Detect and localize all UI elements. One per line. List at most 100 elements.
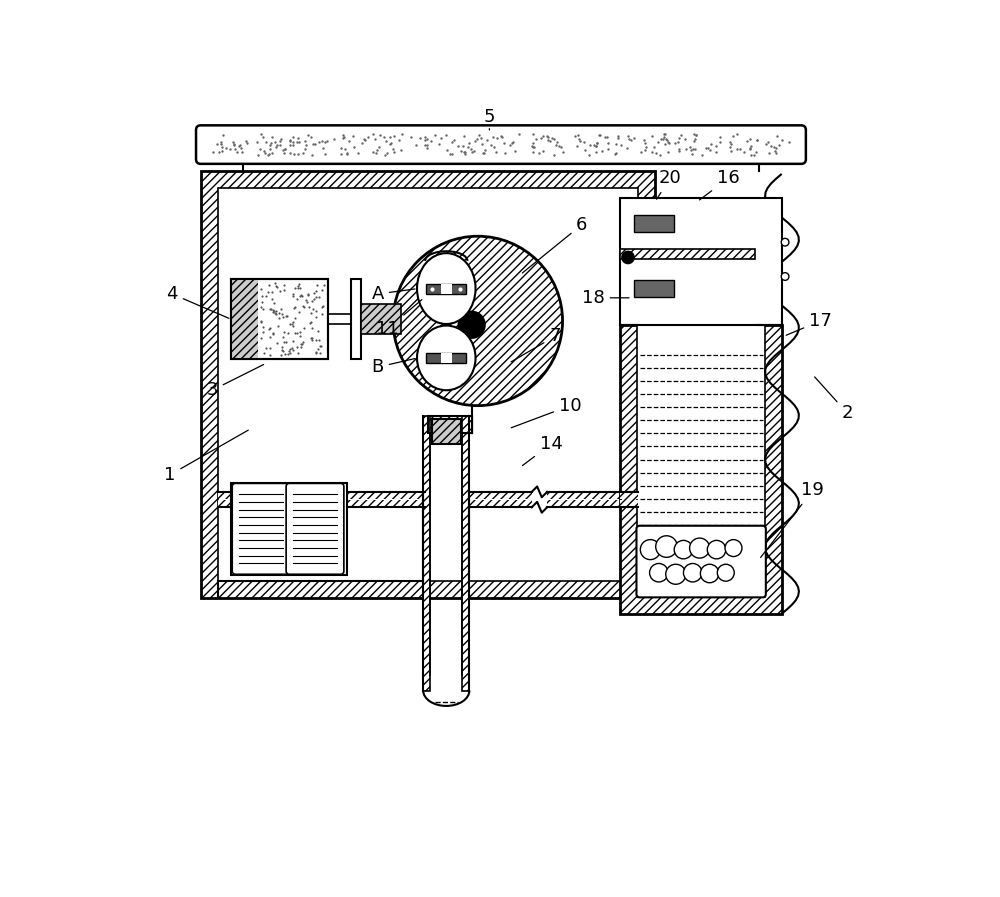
Point	[369, 143, 385, 157]
Point	[551, 139, 567, 153]
Point	[444, 135, 460, 149]
Point	[214, 144, 230, 158]
Point	[379, 146, 395, 161]
Point	[309, 278, 325, 292]
Point	[382, 130, 398, 144]
Point	[688, 128, 704, 143]
Circle shape	[656, 536, 677, 557]
Point	[294, 290, 310, 304]
Text: 19: 19	[761, 482, 824, 557]
Point	[262, 341, 278, 355]
Point	[267, 135, 283, 150]
Point	[621, 132, 637, 146]
Point	[736, 145, 752, 160]
Point	[287, 310, 303, 325]
Point	[275, 310, 291, 325]
Point	[781, 135, 797, 150]
Point	[253, 127, 269, 142]
Point	[439, 143, 455, 157]
Point	[678, 142, 694, 156]
Point	[272, 283, 288, 298]
Point	[356, 131, 372, 145]
Point	[638, 139, 654, 153]
Bar	[361, 303, 401, 335]
Point	[377, 148, 393, 162]
Point	[226, 136, 242, 151]
Point	[763, 139, 779, 153]
Bar	[231, 279, 328, 360]
Circle shape	[781, 273, 789, 281]
Point	[268, 279, 284, 293]
Point	[417, 130, 433, 144]
Point	[505, 135, 521, 150]
Point	[670, 135, 686, 149]
Point	[269, 138, 285, 152]
Point	[742, 142, 758, 156]
Point	[497, 145, 513, 160]
Point	[493, 128, 509, 143]
Point	[276, 146, 292, 161]
Point	[457, 147, 473, 161]
Point	[314, 135, 330, 149]
Circle shape	[725, 540, 742, 556]
Point	[333, 146, 349, 161]
Point	[687, 142, 703, 156]
Point	[311, 290, 327, 304]
Circle shape	[717, 564, 734, 581]
Point	[357, 133, 373, 147]
Point	[292, 281, 308, 295]
Point	[613, 138, 629, 152]
Text: 1: 1	[164, 430, 248, 483]
Point	[700, 140, 716, 154]
Point	[282, 318, 298, 332]
Point	[471, 127, 487, 142]
Point	[258, 341, 274, 355]
Text: 17: 17	[786, 312, 832, 335]
Point	[269, 335, 285, 350]
Point	[275, 330, 291, 344]
Point	[453, 144, 469, 158]
Point	[252, 142, 268, 156]
Point	[525, 126, 541, 141]
Point	[279, 309, 295, 323]
Point	[433, 130, 449, 144]
Point	[386, 128, 402, 143]
Text: 5: 5	[484, 108, 495, 130]
Point	[511, 126, 527, 141]
Point	[270, 318, 286, 333]
Text: 11: 11	[376, 300, 422, 337]
Point	[438, 128, 454, 143]
Point	[307, 136, 323, 151]
Text: 6: 6	[522, 215, 587, 273]
Point	[285, 135, 301, 149]
FancyBboxPatch shape	[636, 526, 766, 597]
Point	[314, 283, 330, 297]
Point	[268, 140, 284, 154]
Point	[768, 146, 784, 161]
Point	[688, 127, 704, 142]
Point	[267, 276, 283, 291]
Point	[535, 128, 551, 143]
Point	[254, 295, 270, 309]
Bar	[218, 492, 425, 499]
Point	[685, 142, 701, 156]
Point	[419, 141, 435, 155]
Point	[290, 131, 306, 145]
Point	[686, 135, 702, 149]
Point	[570, 127, 586, 142]
Point	[264, 284, 280, 299]
Point	[205, 144, 221, 159]
Point	[296, 321, 312, 335]
Point	[403, 130, 419, 144]
Point	[280, 326, 296, 340]
Point	[227, 142, 243, 156]
Point	[586, 138, 602, 152]
Point	[273, 348, 289, 362]
Point	[310, 324, 326, 338]
Point	[257, 146, 273, 161]
Point	[215, 127, 231, 142]
Point	[637, 144, 653, 158]
Point	[272, 137, 288, 152]
Point	[258, 135, 274, 150]
Point	[620, 129, 636, 144]
